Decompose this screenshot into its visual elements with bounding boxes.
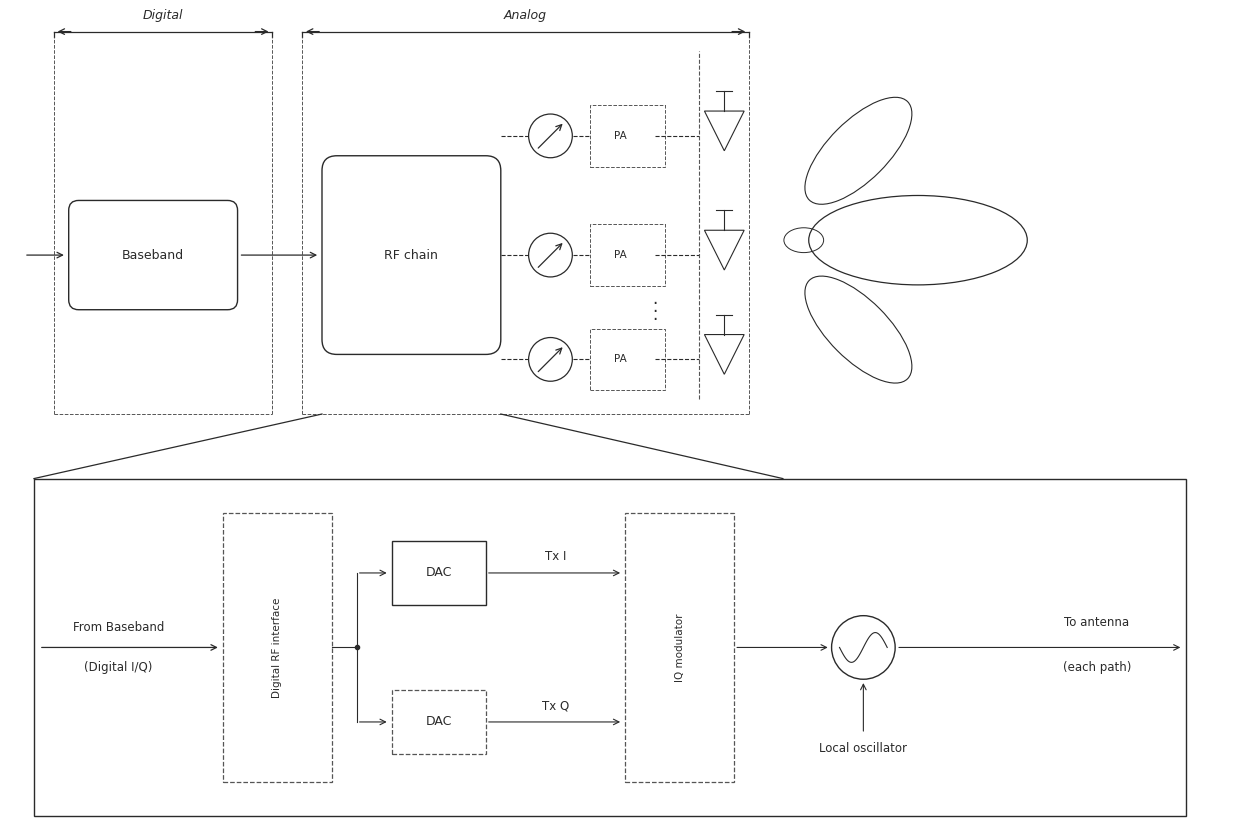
Text: PA: PA bbox=[614, 250, 626, 260]
Text: DAC: DAC bbox=[425, 716, 451, 728]
Text: .: . bbox=[652, 290, 657, 309]
Text: RF chain: RF chain bbox=[384, 249, 438, 262]
FancyBboxPatch shape bbox=[322, 156, 501, 354]
Text: .: . bbox=[652, 306, 657, 324]
Text: (each path): (each path) bbox=[1063, 661, 1131, 674]
Text: Baseband: Baseband bbox=[122, 249, 185, 262]
Text: Tx Q: Tx Q bbox=[542, 699, 569, 712]
Text: .: . bbox=[652, 299, 657, 316]
Bar bbox=[590, 329, 665, 390]
Bar bbox=[223, 514, 332, 781]
Bar bbox=[33, 479, 1187, 816]
Text: (Digital I/Q): (Digital I/Q) bbox=[84, 661, 153, 674]
Text: DAC: DAC bbox=[425, 566, 451, 580]
Bar bbox=[590, 105, 665, 167]
Bar bbox=[392, 540, 486, 605]
Text: Digital: Digital bbox=[143, 8, 184, 22]
FancyBboxPatch shape bbox=[68, 200, 238, 309]
Text: PA: PA bbox=[614, 354, 626, 364]
Text: To antenna: To antenna bbox=[1064, 616, 1130, 629]
Text: IQ modulator: IQ modulator bbox=[675, 613, 684, 681]
Bar bbox=[392, 690, 486, 754]
Bar bbox=[625, 514, 734, 781]
Text: Digital RF interface: Digital RF interface bbox=[273, 597, 283, 698]
Text: Analog: Analog bbox=[505, 8, 547, 22]
Text: Local oscillator: Local oscillator bbox=[820, 741, 908, 755]
Bar bbox=[590, 224, 665, 286]
Text: Tx I: Tx I bbox=[544, 550, 567, 563]
Text: PA: PA bbox=[614, 131, 626, 141]
Text: From Baseband: From Baseband bbox=[73, 621, 164, 634]
